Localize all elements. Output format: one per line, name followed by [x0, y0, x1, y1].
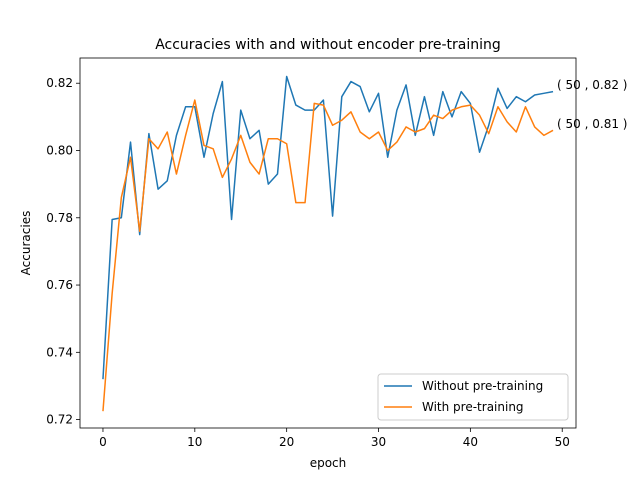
point-annotation: ( 50 , 0.82 )	[557, 78, 627, 92]
chart-title: Accuracies with and without encoder pre-…	[155, 37, 501, 53]
x-tick-label: 20	[279, 435, 294, 449]
y-axis-label: Accuracies	[19, 211, 33, 276]
y-tick-label: 0.82	[46, 76, 73, 90]
legend-label-without-pretraining: Without pre-training	[422, 379, 543, 393]
x-tick-label: 0	[99, 435, 107, 449]
legend: Without pre-training With pre-training	[377, 373, 569, 421]
x-tick-label: 30	[371, 435, 386, 449]
x-tick-label: 40	[463, 435, 478, 449]
series-line-with-pretraining	[102, 99, 554, 412]
y-tick-label: 0.72	[46, 413, 73, 427]
y-tick-label: 0.78	[46, 211, 73, 225]
plot-frame	[79, 57, 577, 429]
y-tick-label: 0.74	[46, 345, 73, 359]
series-line-without-pretraining	[102, 75, 554, 380]
legend-label-with-pretraining: With pre-training	[422, 400, 524, 414]
x-tick-label: 10	[187, 435, 202, 449]
series-layer	[102, 75, 554, 412]
axes-layer: 0 10 20 30 40 50 0.72 0.74 0.76 0.78 0.80 0.82	[46, 76, 570, 449]
annotation-layer: ( 50 , 0.82 ) ( 50 , 0.81 )	[557, 78, 627, 131]
legend-box	[377, 373, 569, 421]
x-axis-label: epoch	[310, 456, 347, 470]
x-tick-label: 50	[555, 435, 570, 449]
point-annotation: ( 50 , 0.81 )	[557, 117, 627, 131]
y-tick-label: 0.76	[46, 278, 73, 292]
y-tick-label: 0.80	[46, 144, 73, 158]
